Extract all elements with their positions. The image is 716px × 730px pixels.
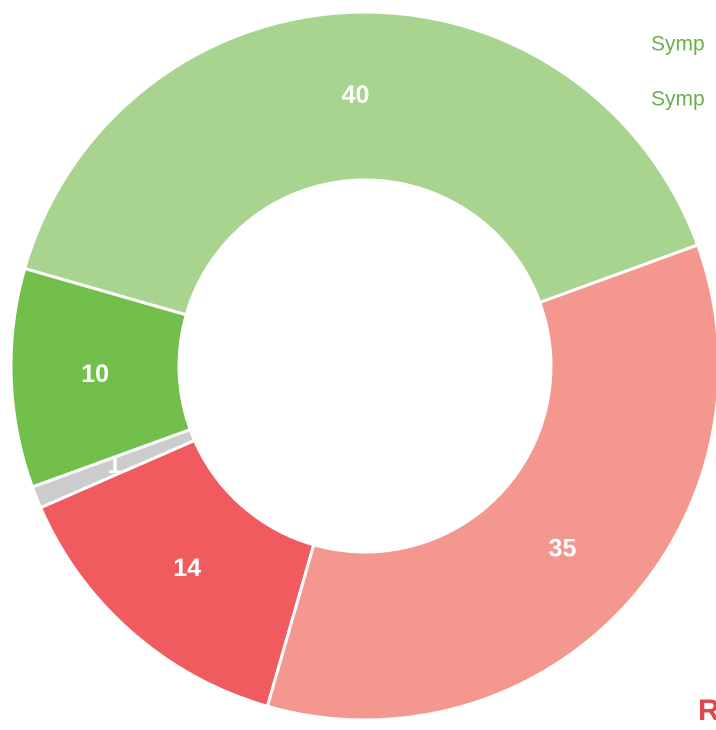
donut-segment bbox=[265, 243, 716, 722]
donut-segment bbox=[38, 438, 316, 709]
data-label: 35 bbox=[549, 535, 577, 563]
data-label: 14 bbox=[173, 554, 201, 582]
corner-text: R bbox=[698, 694, 716, 727]
data-label: 1 bbox=[107, 451, 121, 479]
legend-label: Symp bbox=[651, 88, 705, 111]
data-label: 40 bbox=[342, 81, 370, 109]
donut-segment bbox=[22, 10, 700, 317]
legend-label: Symp bbox=[651, 33, 705, 56]
data-label: 10 bbox=[81, 360, 109, 388]
